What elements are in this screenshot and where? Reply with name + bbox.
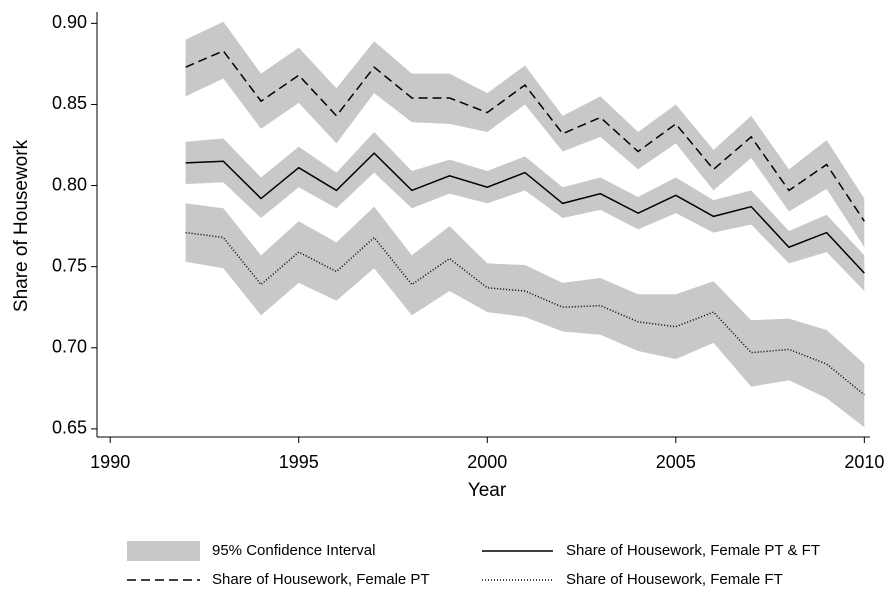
- legend-label: Share of Housework, Female PT & FT: [566, 542, 820, 559]
- x-tick-label: 2000: [467, 452, 507, 472]
- line: [185, 50, 865, 222]
- confidence-band: [185, 203, 865, 428]
- y-axis-title: Share of Housework: [11, 139, 32, 312]
- x-tick-label: 1995: [279, 452, 319, 472]
- legend-swatch: [127, 541, 200, 561]
- x-tick-label: 1990: [90, 452, 130, 472]
- y-tick-label: 0.75: [52, 255, 87, 275]
- legend-label: Share of Housework, Female PT: [212, 571, 430, 588]
- line: [185, 152, 865, 274]
- x-tick-label: 2005: [656, 452, 696, 472]
- y-tick-label: 0.90: [52, 12, 87, 32]
- x-axis-title: Year: [468, 480, 507, 501]
- y-tick-label: 0.85: [52, 93, 87, 113]
- x-tick-label: 2010: [844, 452, 884, 472]
- y-tick-label: 0.70: [52, 337, 87, 357]
- y-tick-label: 0.65: [52, 418, 87, 438]
- line: [185, 231, 865, 396]
- legend-label: 95% Confidence Interval: [212, 542, 375, 559]
- confidence-band: [185, 21, 865, 248]
- y-tick-label: 0.80: [52, 174, 87, 194]
- legend-label: Share of Housework, Female FT: [566, 571, 783, 588]
